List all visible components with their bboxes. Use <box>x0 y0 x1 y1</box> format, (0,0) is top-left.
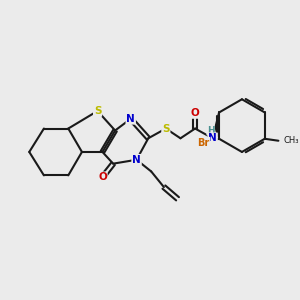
Text: N: N <box>126 114 135 124</box>
Text: O: O <box>98 172 107 182</box>
Text: O: O <box>191 108 200 118</box>
Text: H: H <box>207 126 214 135</box>
Text: S: S <box>162 124 169 134</box>
Text: N: N <box>208 133 217 143</box>
Text: S: S <box>94 106 101 116</box>
Text: Br: Br <box>197 138 210 148</box>
Text: CH₃: CH₃ <box>283 136 299 145</box>
Text: N: N <box>132 155 141 165</box>
